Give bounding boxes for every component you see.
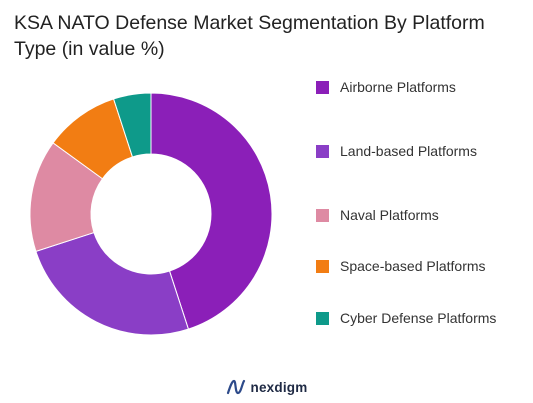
legend-item: Airborne Platforms [316, 76, 531, 98]
legend-swatch [316, 311, 329, 325]
legend-label: Airborne Platforms [340, 79, 456, 95]
nexdigm-logo-icon [226, 379, 245, 395]
legend-item: Naval Platforms [316, 204, 531, 226]
legend-swatch [316, 80, 329, 94]
legend-swatch [316, 259, 329, 273]
legend-label: Naval Platforms [340, 207, 439, 223]
legend-label: Land-based Platforms [340, 143, 477, 159]
legend-label: Cyber Defense Platforms [340, 310, 497, 326]
donut-slice-airborne-platforms [150, 92, 273, 330]
donut-slice-cyber-defense-platforms [112, 92, 152, 158]
brand-name: nexdigm [250, 379, 308, 395]
legend-swatch [316, 208, 329, 222]
donut-slice-land-based-platforms [35, 231, 190, 336]
chart-legend: Airborne Platforms Land-based Platforms Na… [316, 76, 531, 371]
brand-footer: nexdigm [0, 378, 533, 396]
legend-item: Cyber Defense Platforms [316, 307, 531, 329]
legend-item: Space-based Platforms [316, 255, 531, 277]
legend-label: Space-based Platforms [340, 258, 486, 274]
chart-title: KSA NATO Defense Market Segmentation By … [14, 12, 485, 60]
legend-item: Land-based Platforms [316, 140, 531, 162]
legend-swatch [316, 144, 329, 158]
